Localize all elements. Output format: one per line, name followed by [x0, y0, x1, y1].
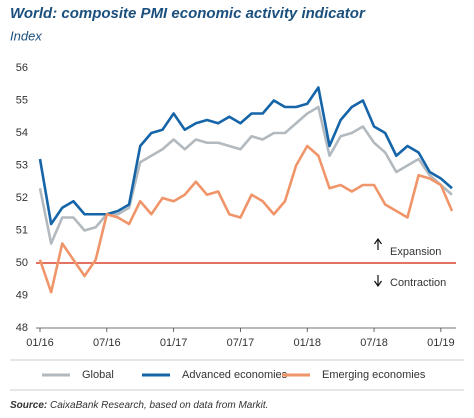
series-line	[38, 105, 453, 245]
legend-label: Emerging economies	[322, 369, 426, 381]
y-tick-label: 51	[16, 224, 28, 236]
legend-label: Global	[82, 369, 114, 381]
y-tick-label: 53	[16, 159, 28, 171]
x-tick-label: 01/17	[160, 337, 188, 349]
annotation: Expansion	[390, 246, 441, 258]
y-tick-label: 52	[16, 192, 28, 204]
y-tick-label: 48	[16, 322, 28, 334]
source: Source: CaixaBank Research, based on dat…	[10, 400, 268, 411]
x-tick-label: 01/18	[293, 337, 321, 349]
down-arrow-head	[374, 280, 382, 288]
legend-label: Advanced economies	[182, 369, 288, 381]
x-tick-label: 07/18	[360, 337, 388, 349]
annotation: Contraction	[390, 277, 446, 289]
chart-subtitle: Index	[10, 28, 42, 43]
y-tick-label: 50	[16, 257, 28, 269]
x-tick-label: 01/19	[427, 337, 455, 349]
x-tick-label: 07/16	[93, 337, 121, 349]
series-line	[38, 144, 454, 294]
chart-title: World: composite PMI economic activity i…	[10, 5, 366, 22]
y-tick-label: 49	[16, 289, 28, 301]
x-tick-label: 01/16	[26, 337, 54, 349]
y-tick-label: 54	[16, 127, 28, 139]
y-tick-label: 56	[16, 62, 28, 74]
source-text: CaixaBank Research, based on data from M…	[50, 400, 268, 411]
up-arrow-head	[374, 237, 382, 245]
source-label: Source:	[10, 400, 47, 411]
x-tick-label: 07/17	[227, 337, 255, 349]
y-tick-label: 55	[16, 94, 28, 106]
